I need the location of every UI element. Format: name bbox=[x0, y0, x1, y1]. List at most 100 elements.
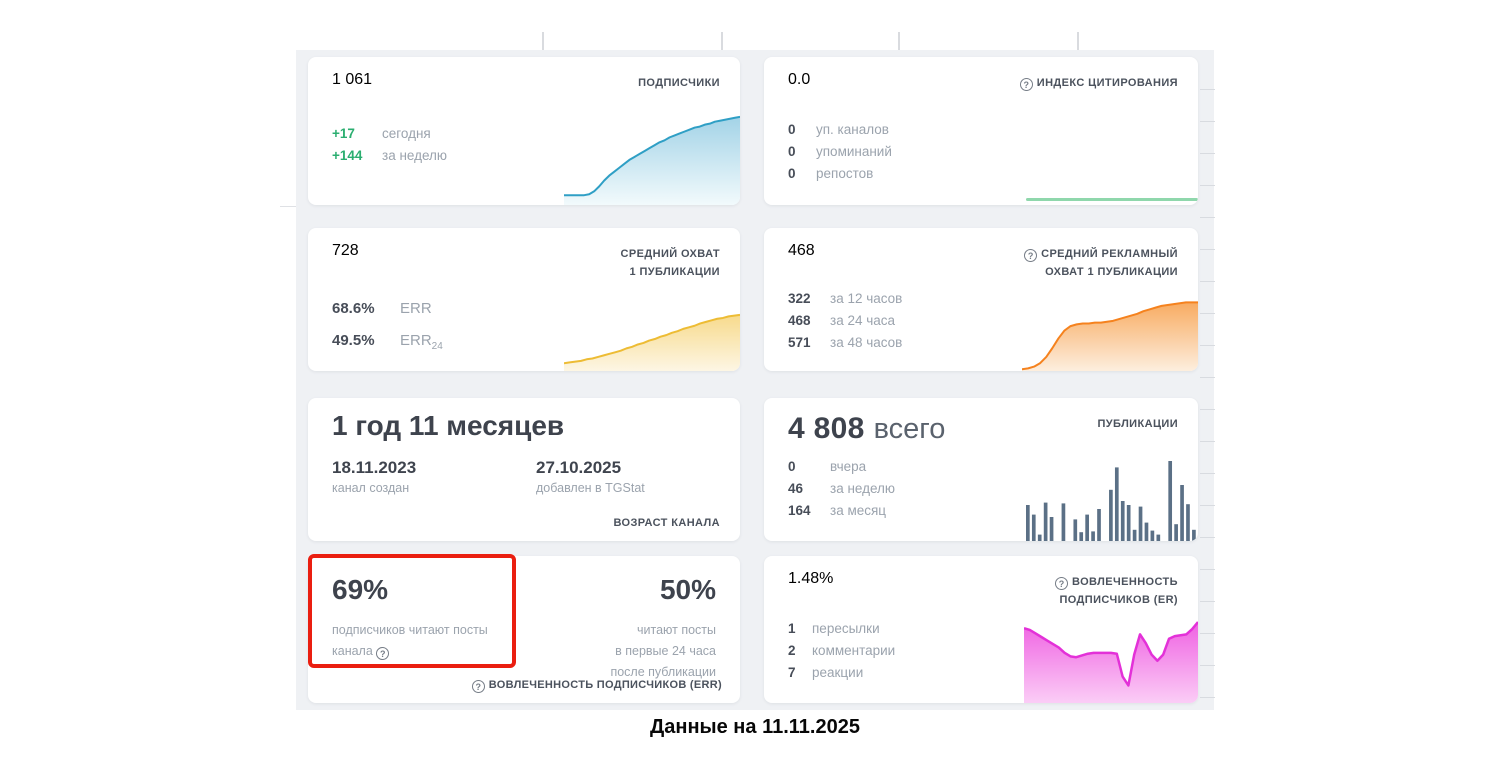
stat-row: 0 вчера bbox=[788, 456, 895, 478]
highlight-box bbox=[308, 554, 516, 668]
channel-added-block: 27.10.2025 добавлен в TGStat bbox=[536, 458, 645, 495]
stat-value: 49.5% bbox=[332, 332, 375, 349]
average-reach-value: 728 bbox=[332, 242, 359, 259]
stat-value: 468 bbox=[788, 313, 811, 328]
help-icon[interactable]: ? bbox=[1019, 78, 1033, 91]
top-edge-tick bbox=[898, 32, 900, 50]
err-69-value: 69% bbox=[332, 574, 389, 605]
stat-row: 46 за неделю bbox=[788, 478, 895, 500]
stat-row: 49.5% ERR24 bbox=[332, 328, 443, 360]
stat-label: упоминаний bbox=[816, 144, 892, 159]
right-edge-marks bbox=[1200, 58, 1215, 704]
created-date: 18.11.2023 bbox=[332, 458, 417, 477]
stat-row: 0 репостов bbox=[788, 163, 892, 185]
citation-index-value: 0.0 bbox=[788, 71, 811, 88]
average-reach-card-title: СРЕДНИЙ ОХВАТ 1 ПУБЛИКАЦИИ bbox=[620, 248, 720, 278]
card-subscribers: 1 061 ПОДПИСЧИКИ +17 сегодня +144 за нед… bbox=[308, 57, 740, 205]
data-date-caption: Данные на 11.11.2025 bbox=[650, 716, 860, 738]
subscribers-card-title: ПОДПИСЧИКИ bbox=[638, 77, 720, 89]
card-err: 69% подписчиков читают посты канала ? 50… bbox=[308, 556, 740, 703]
stat-value: 1 bbox=[788, 621, 796, 636]
help-icon[interactable]: ? bbox=[471, 680, 485, 693]
stat-value: +17 bbox=[332, 126, 355, 141]
left-edge-mark bbox=[280, 206, 303, 207]
stat-label: пересылки bbox=[812, 621, 880, 636]
stat-value: 2 bbox=[788, 643, 796, 658]
top-edge-tick bbox=[721, 32, 723, 50]
card-citation-index: 0.0 ? ИНДЕКС ЦИТИРОВАНИЯ 0 уп. каналов 0 … bbox=[764, 57, 1198, 205]
average-ad-reach-card-title: ? СРЕДНИЙ РЕКЛАМНЫЙ ОХВАТ 1 ПУБЛИКАЦИИ bbox=[1024, 246, 1178, 281]
subscribers-sparkline-chart bbox=[564, 107, 740, 205]
stat-row: 68.6% ERR bbox=[332, 296, 443, 328]
stat-row: +17 сегодня bbox=[332, 123, 447, 145]
er-sparkline-chart bbox=[1024, 615, 1198, 703]
card-er: 1.48% ? ВОВЛЕЧЕННОСТЬ ПОДПИСЧИКОВ (ER) 1 … bbox=[764, 556, 1198, 703]
stat-label: за 12 часов bbox=[830, 291, 903, 306]
err-50-description: читают посты в первые 24 часа после публ… bbox=[610, 623, 716, 679]
added-label: добавлен в TGStat bbox=[536, 481, 645, 495]
stat-value: 164 bbox=[788, 503, 811, 518]
top-edge-tick bbox=[1077, 32, 1079, 50]
stat-row: 7 реакции bbox=[788, 662, 895, 684]
stat-value: 0 bbox=[788, 166, 796, 181]
er-card-title: ? ВОВЛЕЧЕННОСТЬ ПОДПИСЧИКОВ (ER) bbox=[1055, 574, 1178, 609]
stat-value: 322 bbox=[788, 291, 811, 306]
stat-label: уп. каналов bbox=[816, 122, 889, 137]
top-edge-tick bbox=[542, 32, 544, 50]
stat-value: 0 bbox=[788, 144, 796, 159]
publications-stats: 0 вчера 46 за неделю 164 за месяц bbox=[788, 456, 895, 522]
publications-card-title: ПУБЛИКАЦИИ bbox=[1097, 418, 1178, 430]
stat-row: 0 упоминаний bbox=[788, 141, 892, 163]
stat-label: за месяц bbox=[830, 503, 887, 518]
card-publications: 4 808 всего ПУБЛИКАЦИИ 0 вчера 46 за неде… bbox=[764, 398, 1198, 541]
citation-index-stats: 0 уп. каналов 0 упоминаний 0 репостов bbox=[788, 119, 892, 185]
stat-label: комментарии bbox=[812, 643, 896, 658]
help-icon[interactable]: ? bbox=[376, 647, 390, 660]
stat-row: 468 за 24 часа bbox=[788, 310, 902, 332]
card-average-ad-reach: 468 ? СРЕДНИЙ РЕКЛАМНЫЙ ОХВАТ 1 ПУБЛИКАЦИ… bbox=[764, 228, 1198, 371]
stat-value: 7 bbox=[788, 665, 796, 680]
card-channel-age: 1 год 11 месяцев 18.11.2023 канал создан… bbox=[308, 398, 740, 541]
stat-row: 0 уп. каналов bbox=[788, 119, 892, 141]
ad-reach-sparkline-chart bbox=[1022, 283, 1198, 371]
stat-row: 322 за 12 часов bbox=[788, 288, 902, 310]
stat-label: ERR bbox=[400, 300, 432, 317]
err-percents: 68.6% ERR 49.5% ERR24 bbox=[332, 296, 443, 360]
stat-label: ERR24 bbox=[400, 332, 443, 352]
stat-label: за неделю bbox=[382, 148, 448, 163]
stat-value: 68.6% bbox=[332, 300, 375, 317]
stat-value: 46 bbox=[788, 481, 804, 496]
channel-age-card-title: ВОЗРАСТ КАНАЛА bbox=[613, 517, 720, 529]
stat-row: 571 за 48 часов bbox=[788, 332, 902, 354]
stat-label: реакции bbox=[812, 665, 864, 680]
stat-row: 1 пересылки bbox=[788, 618, 895, 640]
help-icon[interactable]: ? bbox=[1055, 577, 1069, 590]
stat-value: 571 bbox=[788, 335, 811, 350]
card-average-reach: 728 СРЕДНИЙ ОХВАТ 1 ПУБЛИКАЦИИ 68.6% ERR… bbox=[308, 228, 740, 371]
stat-label: вчера bbox=[830, 459, 867, 474]
help-icon[interactable]: ? bbox=[1024, 249, 1038, 262]
stat-value: 0 bbox=[788, 459, 796, 474]
err-50-value: 50% bbox=[659, 574, 716, 605]
citation-flat-line-chart bbox=[1026, 198, 1198, 201]
er-stats: 1 пересылки 2 комментарии 7 реакции bbox=[788, 618, 895, 684]
er-value: 1.48% bbox=[788, 570, 834, 587]
citation-index-card-title: ? ИНДЕКС ЦИТИРОВАНИЯ bbox=[1019, 75, 1178, 93]
stat-label: сегодня bbox=[382, 126, 431, 141]
stat-label: репостов bbox=[816, 166, 874, 181]
publications-value: 4 808 всего bbox=[788, 412, 946, 445]
stat-value: +144 bbox=[332, 148, 363, 163]
stat-label: за неделю bbox=[830, 481, 896, 496]
channel-created-block: 18.11.2023 канал создан bbox=[332, 458, 416, 495]
stat-row: +144 за неделю bbox=[332, 145, 447, 167]
average-reach-sparkline-chart bbox=[564, 293, 740, 371]
ad-reach-stats: 322 за 12 часов 468 за 24 часа 571 за 48… bbox=[788, 288, 902, 354]
created-label: канал создан bbox=[332, 481, 410, 495]
added-date: 27.10.2025 bbox=[536, 458, 622, 477]
stat-label: за 48 часов bbox=[830, 335, 903, 350]
stat-row: 164 за месяц bbox=[788, 500, 895, 522]
average-ad-reach-value: 468 bbox=[788, 242, 815, 259]
channel-age-value: 1 год 11 месяцев bbox=[332, 410, 565, 441]
stat-row: 2 комментарии bbox=[788, 640, 895, 662]
